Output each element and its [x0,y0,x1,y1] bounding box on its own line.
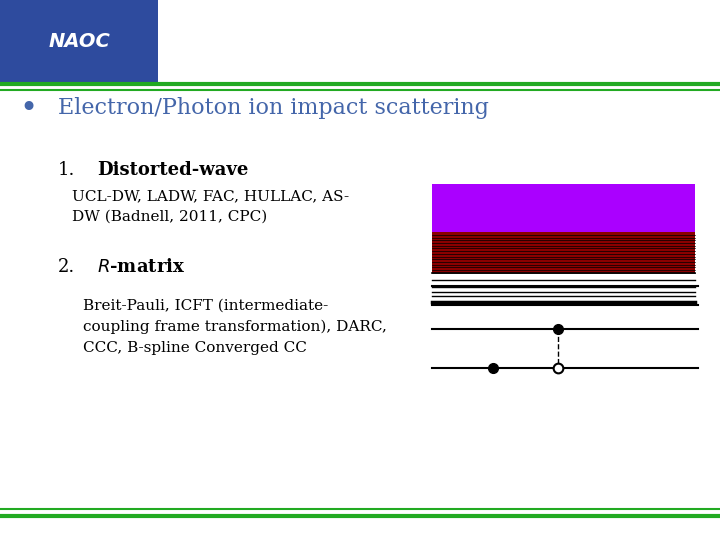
Text: Electron/Photon ion impact scattering: Electron/Photon ion impact scattering [58,97,488,119]
Text: NAOC: NAOC [48,32,110,51]
Text: Distorted-wave: Distorted-wave [97,161,248,179]
Text: •: • [19,93,38,123]
FancyBboxPatch shape [432,184,695,232]
FancyBboxPatch shape [0,0,158,84]
Text: 1.: 1. [58,161,75,179]
Text: 2.: 2. [58,258,75,276]
Text: UCL-DW, LADW, FAC, HULLAC, AS-
DW (Badnell, 2011, CPC): UCL-DW, LADW, FAC, HULLAC, AS- DW (Badne… [72,189,349,224]
Text: Breit-Pauli, ICFT (intermediate-
coupling frame transformation), DARC,
CCC, B-sp: Breit-Pauli, ICFT (intermediate- couplin… [83,299,387,355]
FancyBboxPatch shape [432,232,695,273]
Text: $R$-matrix: $R$-matrix [97,258,185,276]
